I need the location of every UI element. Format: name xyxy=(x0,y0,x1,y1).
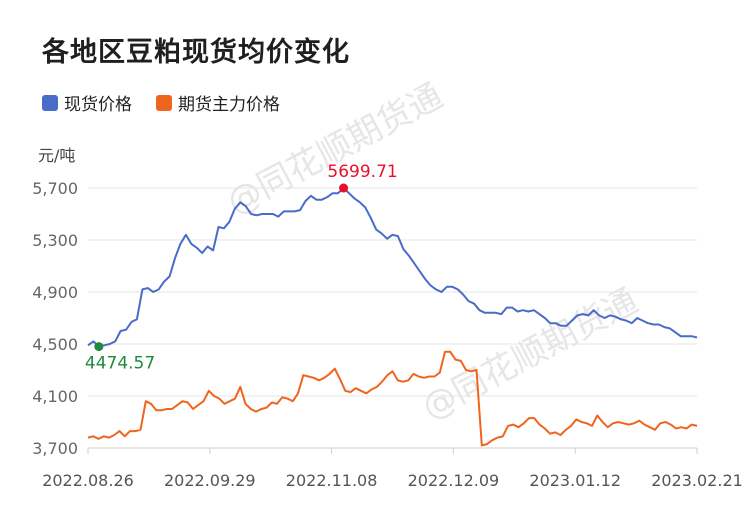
y-axis: 5,700 5,300 4,900 4,500 4,100 3,700 元/吨 xyxy=(32,146,78,458)
max-point-marker xyxy=(339,183,349,193)
x-tick-label: 2023.02.21 xyxy=(651,471,743,490)
y-tick-label: 3,700 xyxy=(32,439,78,458)
chart-title: 各地区豆粕现货均价变化 xyxy=(42,37,350,68)
futures-price-line xyxy=(87,350,698,447)
x-tick-label: 2022.11.08 xyxy=(286,471,378,490)
y-tick-label: 4,900 xyxy=(32,283,78,302)
legend-label-spot: 现货价格 xyxy=(64,95,132,115)
spot-price-line xyxy=(87,187,698,348)
y-tick-label: 4,500 xyxy=(32,335,78,354)
legend-item-spot[interactable]: 现货价格 xyxy=(42,90,132,115)
x-tick-label: 2023.01.12 xyxy=(529,471,621,490)
annotation-markers: 5699.71 4474.57 xyxy=(85,162,398,374)
min-point-label: 4474.57 xyxy=(85,354,155,374)
x-tick-label: 2022.09.29 xyxy=(164,471,256,490)
watermark-text: @同花顺期货通 xyxy=(220,76,449,223)
y-tick-label: 4,100 xyxy=(32,387,78,406)
watermark-layer: @同花顺期货通 @同花顺期货通 xyxy=(220,76,644,428)
x-tick-label: 2022.12.09 xyxy=(408,471,500,490)
watermark-text: @同花顺期货通 xyxy=(415,281,644,428)
x-axis: 2022.08.26 2022.09.29 2022.11.08 2022.12.09… xyxy=(42,447,743,490)
legend-item-futures[interactable]: 期货主力价格 xyxy=(156,90,280,115)
legend-label-futures: 期货主力价格 xyxy=(178,95,280,115)
series-lines xyxy=(87,187,698,447)
legend-swatch-futures xyxy=(156,94,172,111)
y-axis-unit: 元/吨 xyxy=(38,146,75,165)
min-point-marker xyxy=(94,342,104,352)
legend-swatch-spot xyxy=(42,94,58,111)
max-point-label: 5699.71 xyxy=(327,162,397,182)
chart-legend: 现货价格 期货主力价格 xyxy=(42,90,304,115)
x-tick-label: 2022.08.26 xyxy=(42,471,134,490)
y-tick-label: 5,300 xyxy=(32,231,78,250)
y-tick-label: 5,700 xyxy=(32,179,78,198)
